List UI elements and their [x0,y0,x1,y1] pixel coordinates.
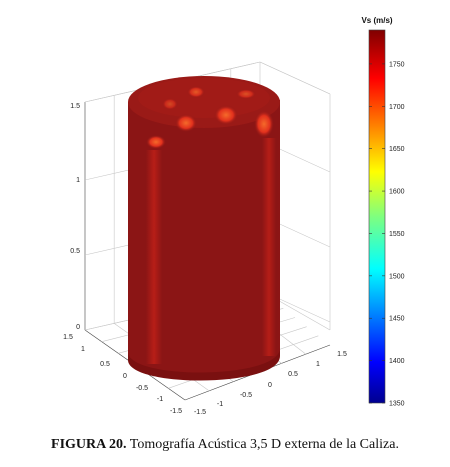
wall-gridline [259,61,331,95]
x-tick-labels: 1.5 1 0.5 0 -0.5 -1 -1.5 [63,334,182,415]
colorbar-tick-label: 1650 [389,146,405,153]
x-tick-label: 0.5 [100,361,110,368]
caption-text: Tomografía Acústica 3,5 D externa de la … [126,437,399,452]
y-tick-label: 0 [268,382,272,389]
z-tick-labels: 0 0.5 1 1.5 [70,103,80,331]
colorbar-title: Vs (m/s) [361,16,392,25]
hot-spot [162,98,178,110]
z-tick-label: 0 [76,324,80,331]
y-tick-label: 0.5 [288,371,298,378]
y-tick-label: -1 [217,401,223,408]
y-tick-label: 1 [316,361,320,368]
colorbar-ticks: 1350 1400 1450 1500 1550 1600 1650 1700 1750 [369,61,405,408]
x-tick-label: 1.5 [63,334,73,341]
hot-spot [236,89,256,99]
colorbar-tick-label: 1400 [389,358,405,365]
y-tick-label: -1.5 [194,409,206,416]
caption-number: FIGURA 20. [51,437,127,452]
colorbar-tick-label: 1700 [389,104,405,111]
hot-spot [214,105,238,125]
y-tick-label: -0.5 [240,392,252,399]
hot-spot [175,114,197,132]
colorbar-tick-label: 1500 [389,273,405,280]
cylinder-body [128,100,280,375]
x-tick-label: 1 [81,346,85,353]
z-tick-label: 0.5 [70,248,80,255]
colorbar-tick-label: 1550 [389,231,405,238]
x-tick-label: -1 [157,396,163,403]
colorbar-tick-label: 1350 [389,401,405,408]
y-tick-labels: -1.5 -1 -0.5 0 0.5 1 1.5 [194,351,347,416]
cylinder-surface [128,76,280,381]
colorbar-gradient [368,29,386,404]
colorbar-tick-label: 1600 [389,189,405,196]
z-tick-label: 1.5 [70,103,80,110]
colorbar-tick-label: 1450 [389,316,405,323]
figure-caption: FIGURA 20. Tomografía Acústica 3,5 D ext… [0,437,450,453]
cylinder-side-band-left [146,150,162,364]
z-tick-label: 1 [76,177,80,184]
y-tick-label: 1.5 [337,351,347,358]
cylinder-side-band-right [262,138,276,356]
colorbar: Vs (m/s) 1350 1400 1450 1500 1550 1600 1650 170… [361,16,404,408]
x-tick-label: -1.5 [170,408,182,415]
colorbar-tick-label: 1750 [389,61,405,68]
x-tick-label: 0 [123,373,127,380]
hot-spot [187,86,205,98]
x-tick-label: -0.5 [136,385,148,392]
hot-spot [254,110,274,138]
hot-spot [146,135,166,149]
cylinder-bottom-rim [128,348,280,381]
